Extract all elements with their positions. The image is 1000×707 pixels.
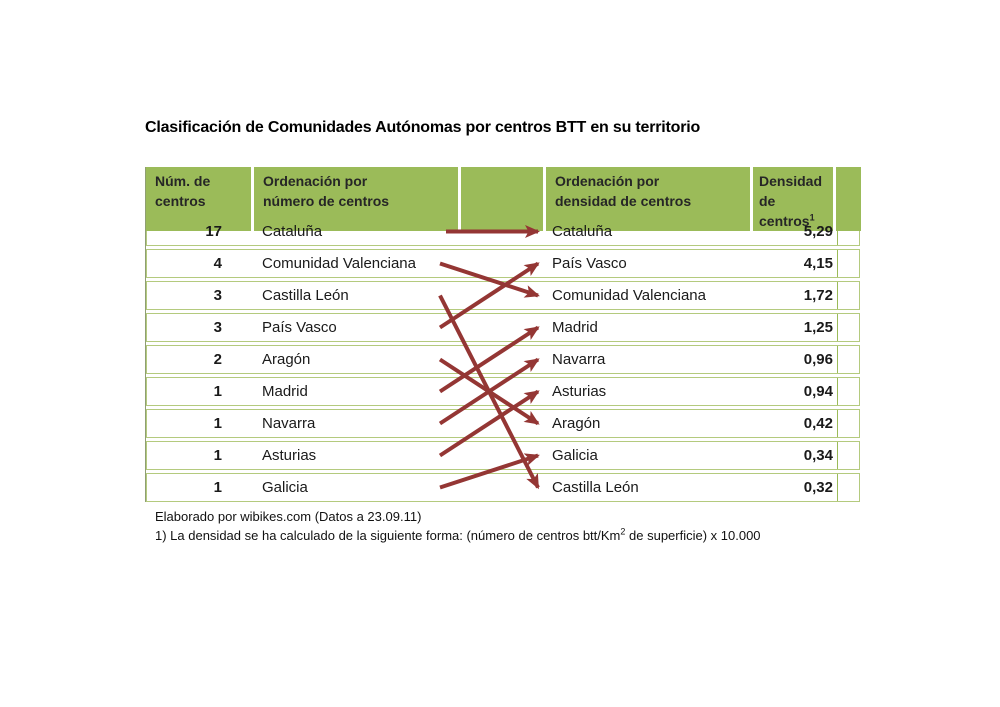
density-header-line2: de centros: [759, 193, 810, 229]
cell-community-right: País Vasco: [552, 255, 627, 272]
page-title: Clasificación de Comunidades Autónomas p…: [145, 119, 701, 136]
cell-community-right: Galicia: [552, 447, 598, 464]
cell-community-left: Castilla León: [262, 287, 349, 304]
table-row: 1 Galicia Castilla León 0,32: [146, 473, 860, 502]
cell-community-left: Cataluña: [262, 223, 323, 240]
cell-density: 1,25: [803, 319, 833, 336]
cell-community-left: Asturias: [262, 447, 317, 464]
table-row: 1 Asturias Galicia 0,34: [146, 441, 860, 470]
density-superscript: 1: [809, 212, 815, 223]
cell-density: 0,42: [803, 415, 833, 432]
table-header: Núm. de centros Ordenación por número de…: [146, 167, 861, 231]
cell-density: 0,96: [803, 351, 833, 368]
footer-note-text: 1) La densidad se ha calculado de la sig…: [155, 528, 621, 543]
cell-end: [837, 474, 862, 501]
cell-density: 4,15: [803, 255, 833, 272]
cell-community-right: Comunidad Valenciana: [552, 287, 706, 304]
table-row: 1 Madrid Asturias 0,94: [146, 377, 860, 406]
header-cell-by-number: Ordenación por número de centros: [254, 167, 461, 231]
cell-density: 5,29: [803, 223, 833, 240]
cell-end: [837, 282, 862, 309]
cell-community-right: Castilla León: [552, 479, 639, 496]
table-row: 1 Navarra Aragón 0,42: [146, 409, 860, 438]
km2-superscript: 2: [620, 526, 626, 537]
cell-num-centros: 1: [213, 415, 222, 432]
cell-num-centros: 3: [213, 287, 222, 304]
cell-end: [837, 410, 862, 437]
cell-community-left: Navarra: [262, 415, 316, 432]
cell-community-left: Aragón: [262, 351, 311, 368]
cell-community-left: Comunidad Valenciana: [262, 255, 416, 272]
header-cell-spacer: [461, 167, 546, 231]
cell-community-right: Madrid: [552, 319, 598, 336]
cell-end: [837, 218, 862, 245]
cell-end: [837, 314, 862, 341]
table-row: 4 Comunidad Valenciana País Vasco 4,15: [146, 249, 860, 278]
cell-community-right: Navarra: [552, 351, 606, 368]
table-row: 2 Aragón Navarra 0,96: [146, 345, 860, 374]
cell-community-right: Aragón: [552, 415, 601, 432]
btt-table: Núm. de centros Ordenación por número de…: [145, 167, 861, 502]
cell-community-right: Cataluña: [552, 223, 613, 240]
cell-community-left: Madrid: [262, 383, 308, 400]
cell-end: [837, 346, 862, 373]
cell-density: 1,72: [803, 287, 833, 304]
footer-note: 1) La densidad se ha calculado de la sig…: [155, 526, 761, 545]
cell-density: 0,94: [803, 383, 833, 400]
header-cell-end: [836, 167, 861, 231]
cell-num-centros: 1: [213, 479, 222, 496]
cell-community-left: Galicia: [262, 479, 308, 496]
footer-source: Elaborado por wibikes.com (Datos a 23.09…: [155, 509, 422, 524]
cell-density: 0,34: [803, 447, 833, 464]
header-cell-num: Núm. de centros: [146, 167, 254, 231]
header-cell-by-density: Ordenación por densidad de centros: [546, 167, 753, 231]
table-body: 17 Cataluña Cataluña 5,29 4 Comunidad Valenci…: [146, 217, 860, 502]
footer: Elaborado por wibikes.com (Datos a 23.09…: [155, 507, 761, 545]
density-header-line1: Densidad: [759, 173, 823, 189]
header-cell-density: Densidad de centros1: [753, 167, 836, 231]
cell-community-right: Asturias: [552, 383, 607, 400]
cell-num-centros: 17: [205, 223, 222, 240]
cell-density: 0,32: [803, 479, 833, 496]
cell-community-left: País Vasco: [262, 319, 337, 336]
cell-end: [837, 378, 862, 405]
cell-num-centros: 1: [213, 383, 222, 400]
cell-num-centros: 2: [213, 351, 222, 368]
cell-num-centros: 3: [213, 319, 222, 336]
cell-end: [837, 250, 862, 277]
cell-end: [837, 442, 862, 469]
table-row: 3 Castilla León Comunidad Valenciana 1,72: [146, 281, 860, 310]
cell-num-centros: 1: [213, 447, 222, 464]
cell-num-centros: 4: [213, 255, 222, 272]
footer-note-tail: de superficie) x 10.000: [625, 528, 761, 543]
table-row: 3 País Vasco Madrid 1,25: [146, 313, 860, 342]
